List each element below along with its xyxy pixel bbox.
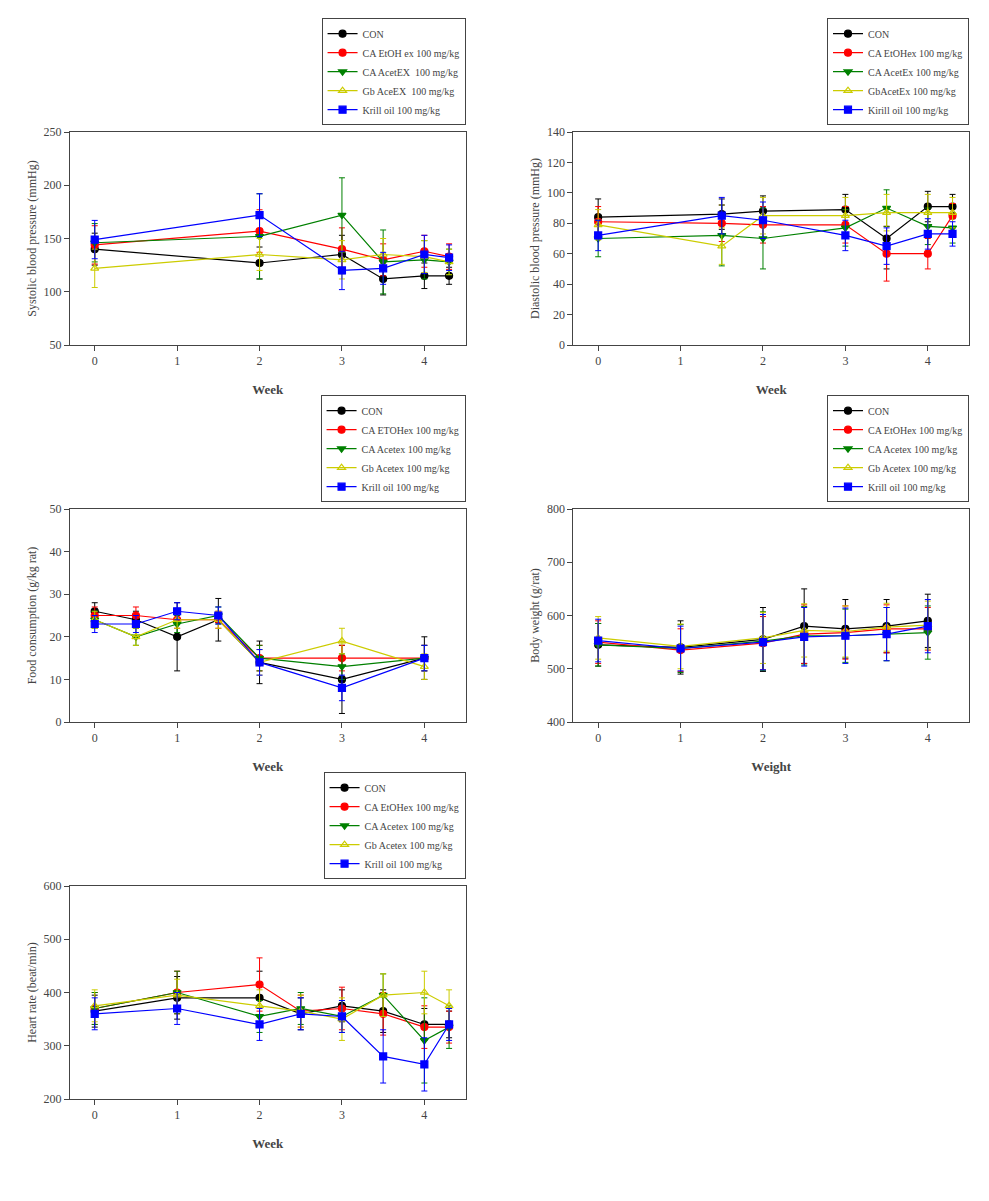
svg-text:3: 3 — [339, 1108, 345, 1122]
svg-text:Weight: Weight — [751, 759, 791, 774]
svg-text:1: 1 — [678, 354, 684, 368]
svg-text:40: 40 — [50, 545, 62, 559]
svg-text:Systolic blood pressure (mmHg): Systolic blood pressure (mmHg) — [25, 160, 39, 316]
svg-text:20: 20 — [553, 308, 565, 322]
svg-text:Gb AceEX 100 mg/kg: Gb AceEX 100 mg/kg — [363, 86, 455, 97]
svg-text:CA Acetex 100 mg/kg: CA Acetex 100 mg/kg — [365, 821, 454, 832]
svg-text:Week: Week — [252, 382, 284, 397]
svg-text:Krill oil 100 mg/kg: Krill oil 100 mg/kg — [868, 482, 946, 493]
svg-text:800: 800 — [547, 502, 565, 516]
svg-text:60: 60 — [553, 247, 565, 261]
svg-text:CA ETOHex 100 mg/kg: CA ETOHex 100 mg/kg — [362, 425, 459, 436]
svg-text:1: 1 — [174, 1108, 180, 1122]
svg-text:CA EtOHex 100 mg/kg: CA EtOHex 100 mg/kg — [365, 802, 459, 813]
svg-text:3: 3 — [842, 731, 848, 745]
svg-text:CA AcetEx 100 mg/kg: CA AcetEx 100 mg/kg — [868, 67, 959, 78]
svg-text:20: 20 — [50, 630, 62, 644]
svg-text:0: 0 — [92, 1108, 98, 1122]
svg-text:600: 600 — [547, 609, 565, 623]
svg-text:1: 1 — [174, 354, 180, 368]
svg-text:400: 400 — [44, 986, 62, 1000]
svg-text:Krill oil 100 mg/kg: Krill oil 100 mg/kg — [363, 105, 441, 116]
svg-text:0: 0 — [92, 354, 98, 368]
svg-text:3: 3 — [339, 731, 345, 745]
svg-text:140: 140 — [547, 125, 565, 139]
svg-text:2: 2 — [760, 731, 766, 745]
svg-text:Gb Acetex 100 mg/kg: Gb Acetex 100 mg/kg — [362, 463, 450, 474]
svg-text:CON: CON — [868, 29, 889, 40]
svg-text:0: 0 — [559, 338, 565, 352]
svg-text:0: 0 — [595, 731, 601, 745]
svg-text:CON: CON — [363, 29, 384, 40]
svg-text:120: 120 — [547, 156, 565, 170]
svg-text:CA AcetEX 100 mg/kg: CA AcetEX 100 mg/kg — [363, 67, 459, 78]
svg-text:4: 4 — [925, 354, 931, 368]
svg-text:4: 4 — [421, 354, 427, 368]
svg-text:200: 200 — [44, 1092, 62, 1106]
svg-text:0: 0 — [56, 715, 62, 729]
svg-text:200: 200 — [44, 178, 62, 192]
svg-text:300: 300 — [44, 1039, 62, 1053]
svg-text:4: 4 — [925, 731, 931, 745]
svg-text:40: 40 — [553, 277, 565, 291]
svg-text:600: 600 — [44, 879, 62, 893]
svg-text:250: 250 — [44, 125, 62, 139]
svg-text:50: 50 — [50, 338, 62, 352]
svg-text:Gb Acetex 100 mg/kg: Gb Acetex 100 mg/kg — [365, 840, 453, 851]
svg-text:3: 3 — [842, 354, 848, 368]
svg-text:Krill oil 100 mg/kg: Krill oil 100 mg/kg — [362, 482, 440, 493]
svg-text:100: 100 — [44, 285, 62, 299]
svg-text:150: 150 — [44, 232, 62, 246]
svg-text:CON: CON — [362, 406, 383, 417]
svg-text:CA EtOHex 100 mg/kg: CA EtOHex 100 mg/kg — [868, 48, 962, 59]
svg-text:CA EtOHex 100 mg/kg: CA EtOHex 100 mg/kg — [868, 425, 962, 436]
svg-text:50: 50 — [50, 502, 62, 516]
svg-text:CA Acetex 100 mg/kg: CA Acetex 100 mg/kg — [868, 444, 957, 455]
svg-text:2: 2 — [257, 1108, 263, 1122]
svg-text:Week: Week — [756, 382, 788, 397]
svg-text:CON: CON — [365, 783, 386, 794]
svg-text:Heart rate (beat/min): Heart rate (beat/min) — [25, 942, 39, 1043]
svg-text:Week: Week — [252, 1136, 284, 1151]
svg-text:100: 100 — [547, 186, 565, 200]
svg-text:1: 1 — [678, 731, 684, 745]
svg-text:Diastolic blood pressure (mmHg: Diastolic blood pressure (mmHg) — [528, 158, 542, 319]
svg-text:CA EtOH ex 100 mg/kg: CA EtOH ex 100 mg/kg — [363, 48, 460, 59]
svg-text:Food consumption (g/kg rat): Food consumption (g/kg rat) — [25, 547, 39, 685]
svg-text:0: 0 — [92, 731, 98, 745]
svg-text:30: 30 — [50, 587, 62, 601]
svg-text:3: 3 — [339, 354, 345, 368]
svg-text:500: 500 — [44, 932, 62, 946]
svg-text:GbAcetEx 100 mg/kg: GbAcetEx 100 mg/kg — [868, 86, 956, 97]
svg-text:Week: Week — [252, 759, 284, 774]
svg-text:80: 80 — [553, 216, 565, 230]
svg-text:CA Acetex 100 mg/kg: CA Acetex 100 mg/kg — [362, 444, 451, 455]
svg-text:CON: CON — [868, 406, 889, 417]
svg-text:Krill oil 100 mg/kg: Krill oil 100 mg/kg — [365, 859, 443, 870]
svg-text:0: 0 — [595, 354, 601, 368]
svg-text:Kirill oil 100 mg/kg: Kirill oil 100 mg/kg — [868, 105, 948, 116]
svg-text:4: 4 — [421, 1108, 427, 1122]
svg-text:2: 2 — [257, 354, 263, 368]
svg-text:10: 10 — [50, 673, 62, 687]
svg-text:Body weight (g/rat): Body weight (g/rat) — [528, 568, 542, 663]
svg-text:2: 2 — [257, 731, 263, 745]
svg-text:700: 700 — [547, 555, 565, 569]
svg-text:4: 4 — [421, 731, 427, 745]
svg-text:2: 2 — [760, 354, 766, 368]
svg-text:500: 500 — [547, 662, 565, 676]
svg-text:1: 1 — [174, 731, 180, 745]
svg-text:400: 400 — [547, 715, 565, 729]
svg-text:Gb Acetex 100 mg/kg: Gb Acetex 100 mg/kg — [868, 463, 956, 474]
